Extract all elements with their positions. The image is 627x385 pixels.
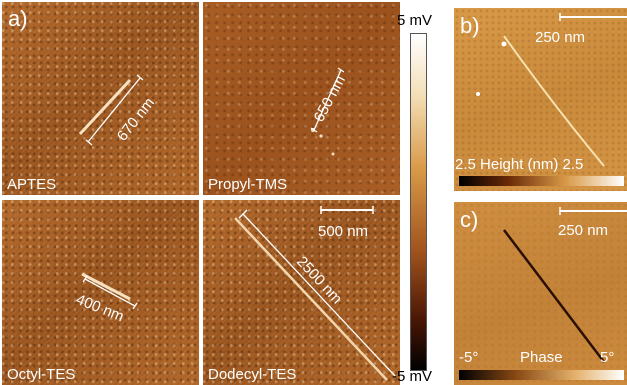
panel-letter-a: a) [8,6,28,31]
afm-tile-octyl-tes: 400 nm Octyl-TES [2,200,199,385]
measure-tick-propyl-1 [310,127,318,133]
phase-image-c: c) 250 nm -5° Phase 5° [454,202,627,385]
measure-line-dodecyl [242,213,396,377]
tile-label-octyl-tes: Octyl-TES [7,366,76,383]
measure-tick-dodecyl-1 [238,209,248,219]
panel-letter-b: b) [460,13,480,38]
afm-tile-dodecyl-tes: 500 nm 2500 nm Dodecyl-TES [203,200,400,385]
measure-tick-propyl-2 [337,67,345,73]
measure-label-propyl: 650 nm [311,73,350,125]
nanotube-dodecyl [234,217,388,381]
measure-label-dodecyl: 2500 nm [293,253,345,307]
nanotube-aptes [78,78,132,136]
particle-b-2 [476,92,480,96]
dodecyl-overlay: 500 nm 2500 nm [234,206,396,381]
measure-tick-octyl-2 [132,302,138,310]
tile-label-dodecyl-tes: Dodecyl-TES [208,366,297,383]
octyl-overlay: 400 nm [74,272,138,326]
particle-b-1 [501,41,507,47]
propyl-overlay: 650 nm [310,67,350,156]
scale-bar-label-dodecyl: 500 nm [318,223,368,240]
phase-axis-title: Phase [520,349,563,366]
phase-axis-min: -5° [459,349,478,366]
panel-letter-c: c) [460,207,479,232]
tile-label-propyl-tms: Propyl-TMS [208,176,288,193]
colorbar-min-label: -5 mV [392,368,433,385]
height-image-b: b) 250 nm -2.5 Height (nm) 2.5 [454,8,627,191]
measure-tick-octyl-1 [82,275,88,283]
colorbar [410,33,427,371]
particle-2 [319,134,323,138]
height-overlay: 250 nm -2.5 Height (nm) 2.5 [454,13,627,173]
phase-color-scale [459,370,624,380]
measure-line-aptes [87,77,141,143]
measure-line-propyl [313,69,342,131]
afm-tile-aptes: a) 670 nm APTES [2,2,199,195]
height-color-scale [459,176,624,186]
measure-tick-aptes-1 [85,139,93,146]
phase-axis-max: 5° [600,349,614,366]
measure-line-octyl [84,278,136,307]
particle-3 [331,152,335,156]
colorbar-max-label: 5 mV [397,12,433,29]
scale-bar-label-b: 250 nm [535,29,585,46]
nanotube-c [503,229,605,363]
scale-bar-label-c: 250 nm [558,222,608,239]
measure-tick-aptes-2 [136,74,144,81]
tile-label-aptes: APTES [7,176,57,193]
aptes-overlay: 670 nm [78,74,158,146]
height-axis-label: -2.5 Height (nm) 2.5 [454,156,583,173]
phase-overlay: 250 nm -5° Phase 5° [459,207,627,366]
measure-label-octyl: 400 nm [74,291,127,326]
nanotube-octyl [81,272,131,301]
nanotube-b [503,35,605,167]
afm-tile-propyl-tms: 650 nm Propyl-TMS [203,2,400,195]
